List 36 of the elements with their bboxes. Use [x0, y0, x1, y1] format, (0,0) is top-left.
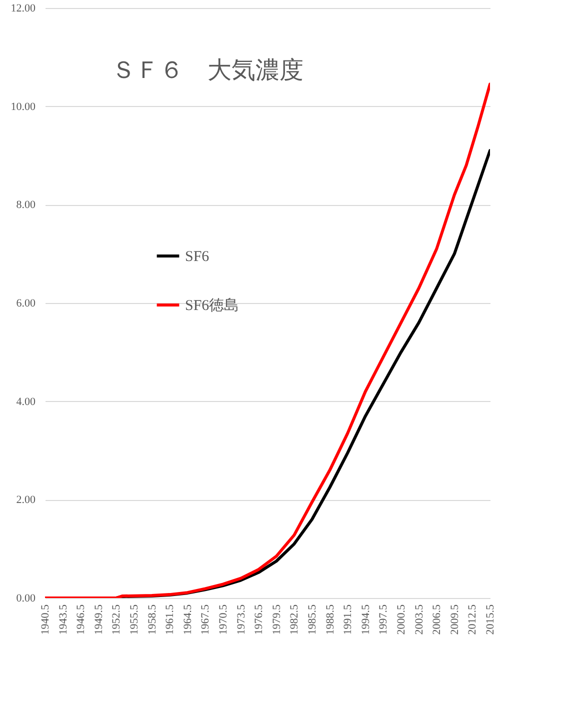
x-tick-label: 1979.5 — [270, 604, 283, 635]
x-tick-label: 1958.5 — [146, 604, 158, 635]
x-tick-label: 1946.5 — [75, 604, 88, 635]
y-tick-label: 4.00 — [16, 396, 36, 408]
x-tick-label: 1964.5 — [182, 604, 194, 635]
y-tick-label: 10.00 — [10, 100, 36, 113]
y-tick-label: 12.00 — [10, 2, 36, 14]
x-tick-label: 1991.5 — [342, 604, 354, 635]
x-tick-label: 1994.5 — [360, 604, 372, 635]
y-tick-label: 6.00 — [16, 298, 36, 310]
x-tick-label: 2000.5 — [396, 604, 408, 635]
legend-label: SF6徳島 — [185, 297, 240, 314]
x-tick-label: 2006.5 — [431, 604, 444, 635]
x-tick-label: 2015.5 — [484, 604, 496, 635]
x-tick-label: 1997.5 — [378, 604, 390, 635]
x-tick-label: 2009.5 — [448, 604, 461, 635]
x-tick-label: 1973.5 — [235, 604, 248, 635]
x-tick-label: 1940.5 — [40, 604, 52, 635]
x-tick-label: 2012.5 — [466, 604, 479, 635]
text: ＳＦ６ 大気濃度 — [112, 57, 304, 84]
x-tick-label: 1943.5 — [57, 604, 70, 635]
x-tick-label: 2003.5 — [413, 604, 426, 635]
x-tick-label: 1988.5 — [324, 604, 336, 635]
y-tick-label: 8.00 — [16, 199, 36, 212]
x-tick-label: 1967.5 — [200, 604, 212, 635]
x-tick-label: 1952.5 — [110, 604, 123, 635]
y-tick-label: 2.00 — [16, 494, 36, 506]
x-tick-label: 1949.5 — [92, 604, 105, 635]
legend-label: SF6 — [185, 249, 210, 265]
y-tick-label: 0.00 — [16, 592, 36, 604]
x-tick-label: 1955.5 — [128, 604, 140, 635]
x-tick-label: 1985.5 — [306, 604, 318, 635]
x-tick-label: 1970.5 — [218, 604, 230, 635]
x-tick-label: 1961.5 — [164, 604, 176, 635]
x-tick-label: 1982.5 — [288, 604, 301, 635]
x-tick-label: 1976.5 — [253, 604, 266, 635]
